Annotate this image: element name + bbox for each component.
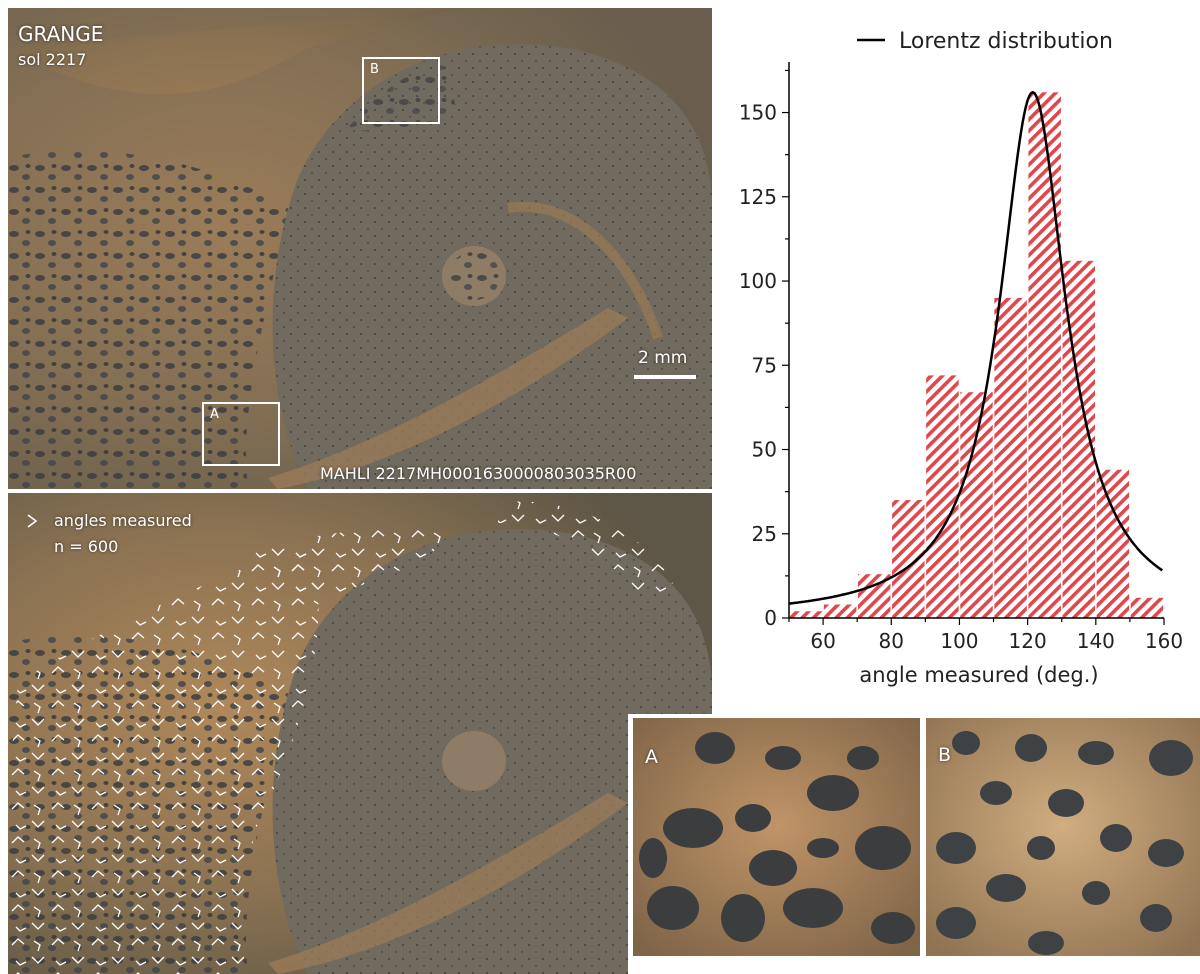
y-tick-label: 25 <box>752 522 777 546</box>
y-tick-label: 50 <box>752 438 777 462</box>
sample-title: GRANGE <box>18 22 104 46</box>
bottom-photo-panel: angles measured n = 600 <box>8 493 712 974</box>
x-tick-label: 100 <box>940 629 978 653</box>
histogram-svg: 60 80 100 120 140 160 0 25 50 75 100 125 150 Lorentz… <box>739 29 1183 687</box>
x-tick-label: 60 <box>810 629 835 653</box>
histogram-bar-145 <box>1096 469 1130 618</box>
histogram-bar-55 <box>789 611 823 618</box>
inset-a-image <box>633 718 920 956</box>
x-tick-label: 120 <box>1009 629 1047 653</box>
angles-legend-label: angles measured <box>54 511 192 530</box>
x-axis-label: angle measured (deg.) <box>859 663 1098 687</box>
scale-bar <box>634 375 696 379</box>
sol-label: sol 2217 <box>18 50 87 69</box>
x-tick-label: 160 <box>1145 629 1183 653</box>
sample-count-label: n = 600 <box>54 537 119 556</box>
x-tick-label: 80 <box>879 629 904 653</box>
histogram-bar-155 <box>1130 597 1164 618</box>
y-tick-label: 150 <box>739 101 777 125</box>
histogram-bar-115 <box>994 297 1027 618</box>
box-b-label: B <box>370 62 379 77</box>
scale-bar-label: 2 mm <box>638 348 688 368</box>
top-photo-panel: GRANGE sol 2217 B A 2 mm MAHLI 2217MH000… <box>8 8 712 489</box>
histogram-bar-85 <box>892 500 925 618</box>
histogram-bar-95 <box>926 375 959 618</box>
selection-box-b: B <box>362 57 440 124</box>
histogram-bar-65 <box>823 604 857 618</box>
rock-surface-image <box>8 8 712 489</box>
inset-b-image <box>926 718 1200 956</box>
image-id-label: MAHLI 2217MH0001630000803035R00 <box>320 464 637 483</box>
rock-surface-annotated-image <box>8 493 712 974</box>
inset-a-label: A <box>645 746 658 768</box>
y-tick-label: 0 <box>764 606 777 630</box>
inset-b: B <box>926 718 1200 956</box>
inset-a: A <box>633 718 920 956</box>
angle-histogram-chart: 60 80 100 120 140 160 0 25 50 75 100 125 150 Lorentz… <box>716 0 1200 710</box>
y-tick-label: 75 <box>752 353 777 377</box>
angle-legend-glyph <box>27 514 38 528</box>
legend-label: Lorentz distribution <box>899 29 1113 54</box>
selection-box-a: A <box>202 402 280 466</box>
y-tick-label: 100 <box>739 269 777 293</box>
lorentz-fit-curve <box>788 90 1163 605</box>
histogram-bar-105 <box>960 392 993 618</box>
y-tick-label: 125 <box>739 185 777 209</box>
inset-b-label: B <box>938 744 952 766</box>
box-a-label: A <box>210 407 219 422</box>
histogram-bar-125 <box>1028 92 1061 618</box>
x-tick-label: 140 <box>1077 629 1115 653</box>
